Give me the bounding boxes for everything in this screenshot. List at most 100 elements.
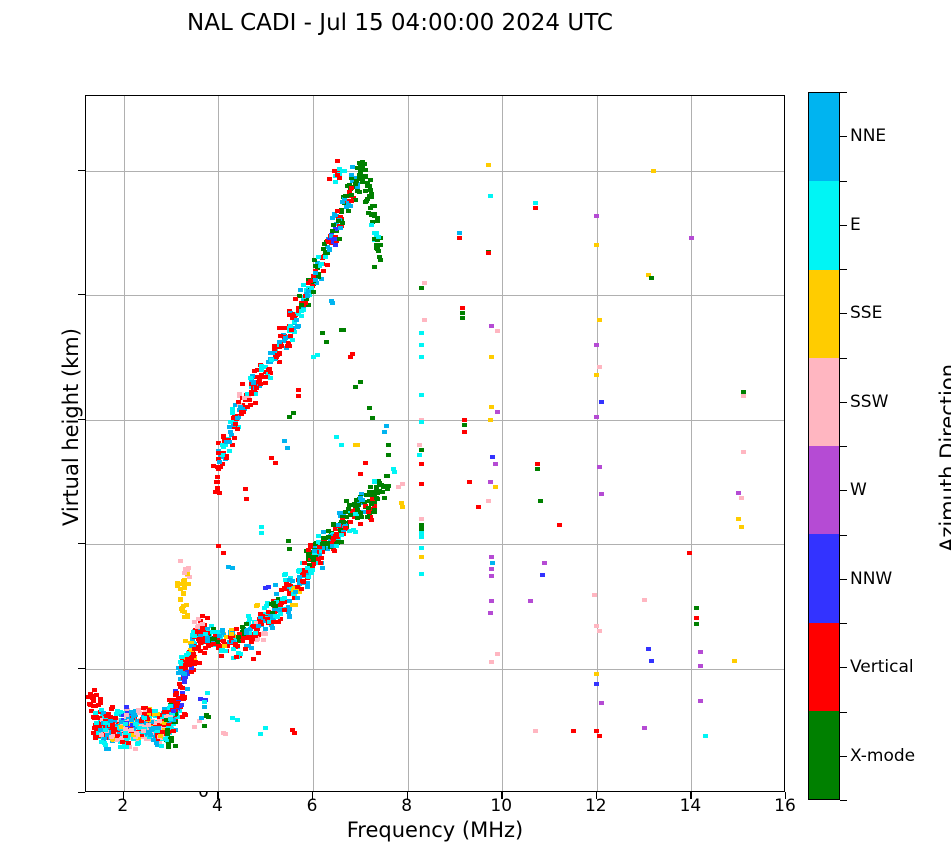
data-point [258,731,264,736]
colorbar-band-x-mode[interactable] [809,710,839,799]
data-point [416,452,422,457]
data-point [354,443,360,448]
data-point [365,210,371,215]
data-point [215,642,221,647]
data-point [307,562,312,567]
x-tick-mark [406,792,408,799]
data-point [100,711,106,716]
colorbar-tick [840,401,847,403]
data-point [372,503,378,508]
data-point [197,641,203,646]
data-point [296,387,302,392]
data-point [375,479,381,484]
colorbar[interactable] [808,92,840,800]
data-point [351,195,357,200]
data-point [399,500,405,505]
data-point [273,354,279,359]
data-point [109,721,115,726]
colorbar-band-ssw[interactable] [809,357,839,446]
data-point [102,715,108,720]
colorbar-band-e[interactable] [809,181,839,270]
data-point [156,719,162,724]
data-point [181,578,187,583]
data-point [304,291,310,296]
data-point [182,610,187,615]
data-point [90,704,96,709]
data-point [236,638,242,643]
data-point [740,390,746,395]
colorbar-tick [840,313,847,315]
data-point [419,417,425,422]
data-point [103,728,109,733]
colorbar-band-sse[interactable] [809,269,839,358]
data-point [489,567,495,571]
data-point [238,405,243,410]
data-point [117,732,122,736]
data-point [136,741,142,745]
colorbar-tick [840,578,847,580]
data-point [276,351,282,356]
plot-area[interactable] [85,95,785,792]
data-point [296,590,302,595]
data-point [151,738,157,743]
data-point [356,503,362,508]
data-point [231,647,236,651]
data-point [337,226,343,231]
data-point [141,712,147,716]
data-point [353,178,359,183]
data-point [261,605,267,610]
data-point [102,741,108,746]
data-point [381,430,387,435]
data-point [295,595,301,600]
colorbar-boundary-tick [840,534,847,536]
data-point [340,327,346,332]
data-point [230,639,236,644]
data-point [181,590,187,595]
data-point [309,570,315,575]
data-point [301,579,306,584]
data-point [188,640,194,645]
colorbar-boundary-tick [840,92,847,94]
data-point [326,176,332,181]
data-point [648,275,654,280]
data-point [97,701,103,706]
data-point [362,504,368,508]
data-point [279,343,285,348]
y-tick-mark [78,792,85,794]
data-point [371,236,377,241]
data-point [182,676,187,681]
data-point [245,394,251,399]
data-point [364,199,370,204]
data-point [326,535,332,540]
colorbar-band-nne[interactable] [809,93,839,182]
data-point [386,452,392,457]
data-point [264,601,270,606]
data-point [287,309,293,314]
data-point [312,551,318,556]
data-point [594,728,600,733]
data-point [368,194,374,199]
data-point [238,412,244,417]
data-point [192,725,198,729]
data-point [336,522,342,527]
colorbar-band-w[interactable] [809,446,839,535]
data-point [371,507,377,512]
data-point [156,725,162,730]
data-point [171,718,177,723]
data-point [221,644,227,649]
data-point [343,204,349,209]
data-point [219,628,225,633]
data-point [740,450,746,454]
data-point [594,243,600,248]
data-point [143,709,148,714]
data-point [298,303,304,308]
data-point [98,721,104,726]
data-point [244,630,249,635]
data-point [189,666,195,671]
colorbar-band-nnw[interactable] [809,534,839,623]
data-point [292,589,298,594]
data-point [220,550,226,555]
data-point [359,492,365,497]
colorbar-band-vertical[interactable] [809,622,839,711]
data-point [140,729,146,734]
